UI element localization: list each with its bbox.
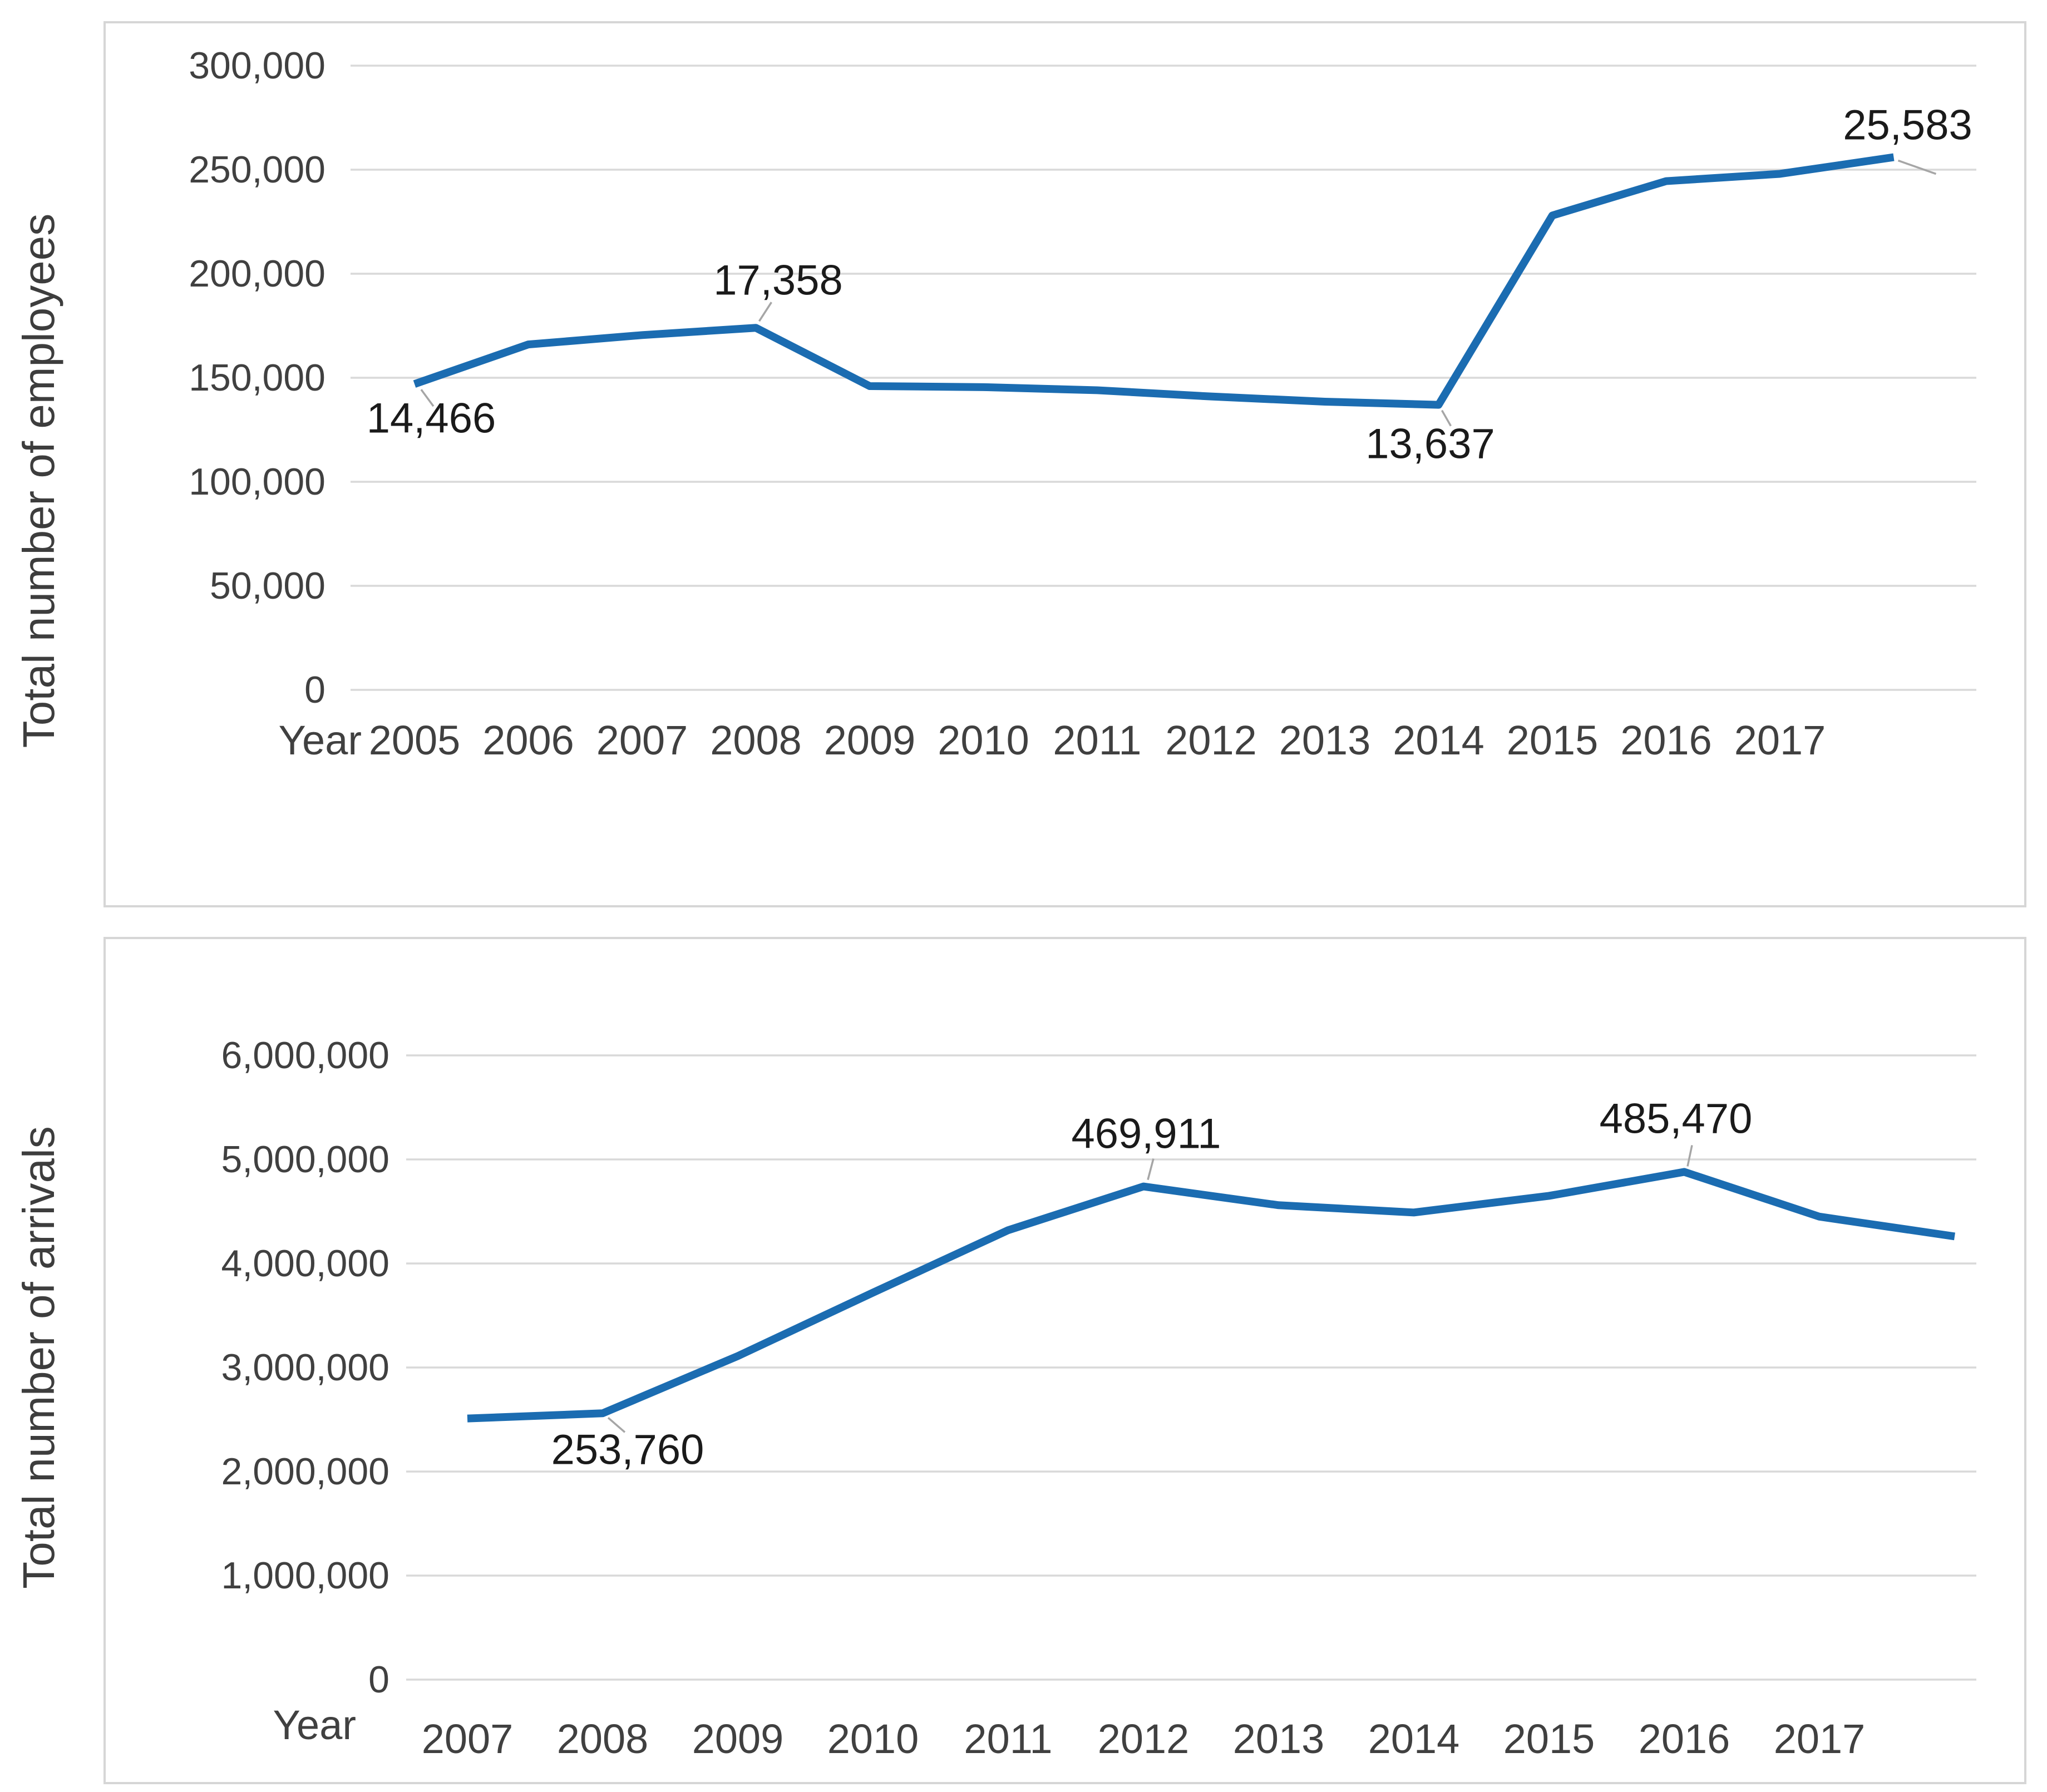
x-tick-2015: 2015 — [1503, 1716, 1595, 1762]
y-tick-0: 0 — [368, 1658, 389, 1701]
leader-line-13637 — [1441, 409, 1452, 427]
data-label-13637: 13,637 — [1365, 420, 1495, 468]
x-tick-2008: 2008 — [556, 1716, 649, 1762]
data-label-25583: 25,583 — [1843, 101, 1972, 149]
y-tick-5000000: 5,000,000 — [221, 1138, 389, 1181]
leader-line-25583 — [1897, 159, 1937, 175]
y-tick-1000000: 1,000,000 — [221, 1554, 389, 1597]
y-tick-6000000: 6,000,000 — [221, 1034, 389, 1077]
y-tick-2000000: 2,000,000 — [221, 1450, 389, 1493]
x-tick-2016: 2016 — [1638, 1716, 1730, 1762]
y-tick-4000000: 4,000,000 — [221, 1242, 389, 1285]
leader-line-485470 — [1686, 1145, 1693, 1167]
data-label-14466: 14,466 — [366, 394, 496, 442]
employees-y-axis-title: Total number of employees — [14, 213, 63, 748]
y-tick-100000: 100,000 — [189, 461, 325, 503]
x-tick-2005: 2005 — [368, 717, 461, 763]
x-tick-2012: 2012 — [1165, 717, 1257, 763]
x-axis-label-employees: Year — [278, 717, 362, 763]
x-tick-2010: 2010 — [827, 1716, 919, 1762]
x-tick-2011: 2011 — [964, 1716, 1053, 1762]
x-tick-2007: 2007 — [421, 1716, 514, 1762]
x-axis-label-arrivals: Year — [273, 1702, 356, 1748]
x-tick-2007: 2007 — [596, 717, 688, 763]
y-tick-200000: 200,000 — [189, 253, 325, 295]
x-tick-2009: 2009 — [823, 717, 916, 763]
leader-line-469911 — [1147, 1158, 1155, 1181]
x-tick-2014: 2014 — [1368, 1716, 1460, 1762]
x-tick-2009: 2009 — [692, 1716, 784, 1762]
x-tick-2008: 2008 — [710, 717, 802, 763]
x-tick-2017: 2017 — [1734, 717, 1826, 763]
x-tick-2012: 2012 — [1097, 1716, 1190, 1762]
y-tick-250000: 250,000 — [189, 149, 325, 191]
y-tick-300000: 300,000 — [189, 45, 325, 87]
x-tick-2017: 2017 — [1773, 1716, 1866, 1762]
x-tick-2013: 2013 — [1279, 717, 1371, 763]
x-tick-2013: 2013 — [1232, 1716, 1325, 1762]
leader-line-14466 — [420, 389, 435, 407]
data-label-469911: 469,911 — [1071, 1110, 1221, 1158]
y-tick-0: 0 — [304, 669, 325, 711]
x-tick-2011: 2011 — [1053, 717, 1142, 763]
x-tick-2010: 2010 — [938, 717, 1029, 763]
x-tick-2006: 2006 — [482, 717, 574, 763]
leader-line-253760 — [607, 1416, 626, 1433]
series-line-Total-number-of-arrivals — [467, 1168, 1956, 1423]
leader-line-17358 — [758, 302, 772, 322]
arrivals-chart-panel — [103, 937, 2026, 1784]
data-label-17358: 17,358 — [713, 256, 843, 304]
y-tick-150000: 150,000 — [189, 357, 325, 399]
x-tick-2014: 2014 — [1393, 717, 1484, 763]
series-line-Total-number-of-employees — [413, 153, 1895, 409]
x-tick-2016: 2016 — [1620, 717, 1712, 763]
arrivals-y-axis-title: Total number of arrivals — [14, 1126, 63, 1589]
data-label-253760: 253,760 — [551, 1426, 704, 1474]
y-tick-50000: 50,000 — [210, 565, 325, 607]
y-tick-3000000: 3,000,000 — [221, 1346, 389, 1389]
data-label-485470: 485,470 — [1599, 1095, 1753, 1143]
x-tick-2015: 2015 — [1506, 717, 1599, 763]
